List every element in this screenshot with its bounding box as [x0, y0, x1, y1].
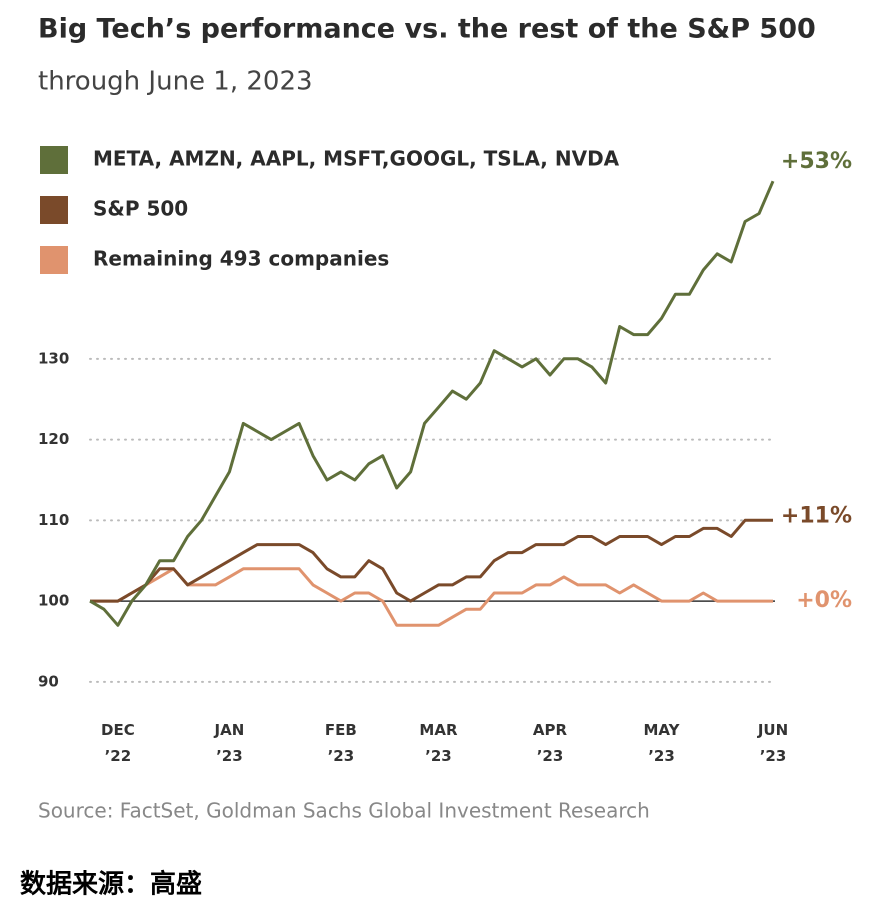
footer: 数据来源：高盛 — [20, 869, 202, 900]
y-tick-label: 100 — [38, 592, 69, 610]
x-tick-label: MAR ’23 — [419, 721, 458, 765]
series-line — [90, 567, 773, 627]
legend-label: S&P 500 — [93, 197, 188, 221]
source: Source: FactSet, Goldman Sachs Global In… — [38, 799, 650, 823]
x-tick-label: FEB ’23 — [325, 721, 357, 765]
y-tick-label: 90 — [38, 672, 59, 690]
legend-swatch — [40, 196, 68, 224]
y-tick-label: 130 — [38, 349, 69, 367]
chart-title: Big Tech’s performance vs. the rest of t… — [38, 14, 816, 45]
end-label: +11% — [781, 503, 852, 528]
legend-swatch — [40, 246, 68, 274]
chart-subtitle: through June 1, 2023 — [38, 67, 313, 97]
series-line — [90, 518, 773, 603]
end-label: +53% — [781, 149, 852, 174]
end-label: +0% — [796, 588, 852, 613]
x-tick-label: APR ’23 — [533, 721, 568, 765]
x-tick-label: JAN ’23 — [214, 721, 245, 765]
legend-label: Remaining 493 companies — [93, 247, 389, 271]
x-tick-label: JUN ’23 — [757, 721, 788, 765]
x-tick-label: DEC ’22 — [101, 721, 135, 765]
legend-swatch — [40, 146, 68, 174]
series-line — [89, 180, 775, 627]
y-tick-label: 120 — [38, 430, 69, 448]
y-tick-label: 110 — [38, 511, 69, 529]
x-tick-label: MAY ’23 — [644, 721, 681, 765]
legend-label: META, AMZN, AAPL, MSFT,GOOGL, TSLA, NVDA — [93, 147, 620, 171]
